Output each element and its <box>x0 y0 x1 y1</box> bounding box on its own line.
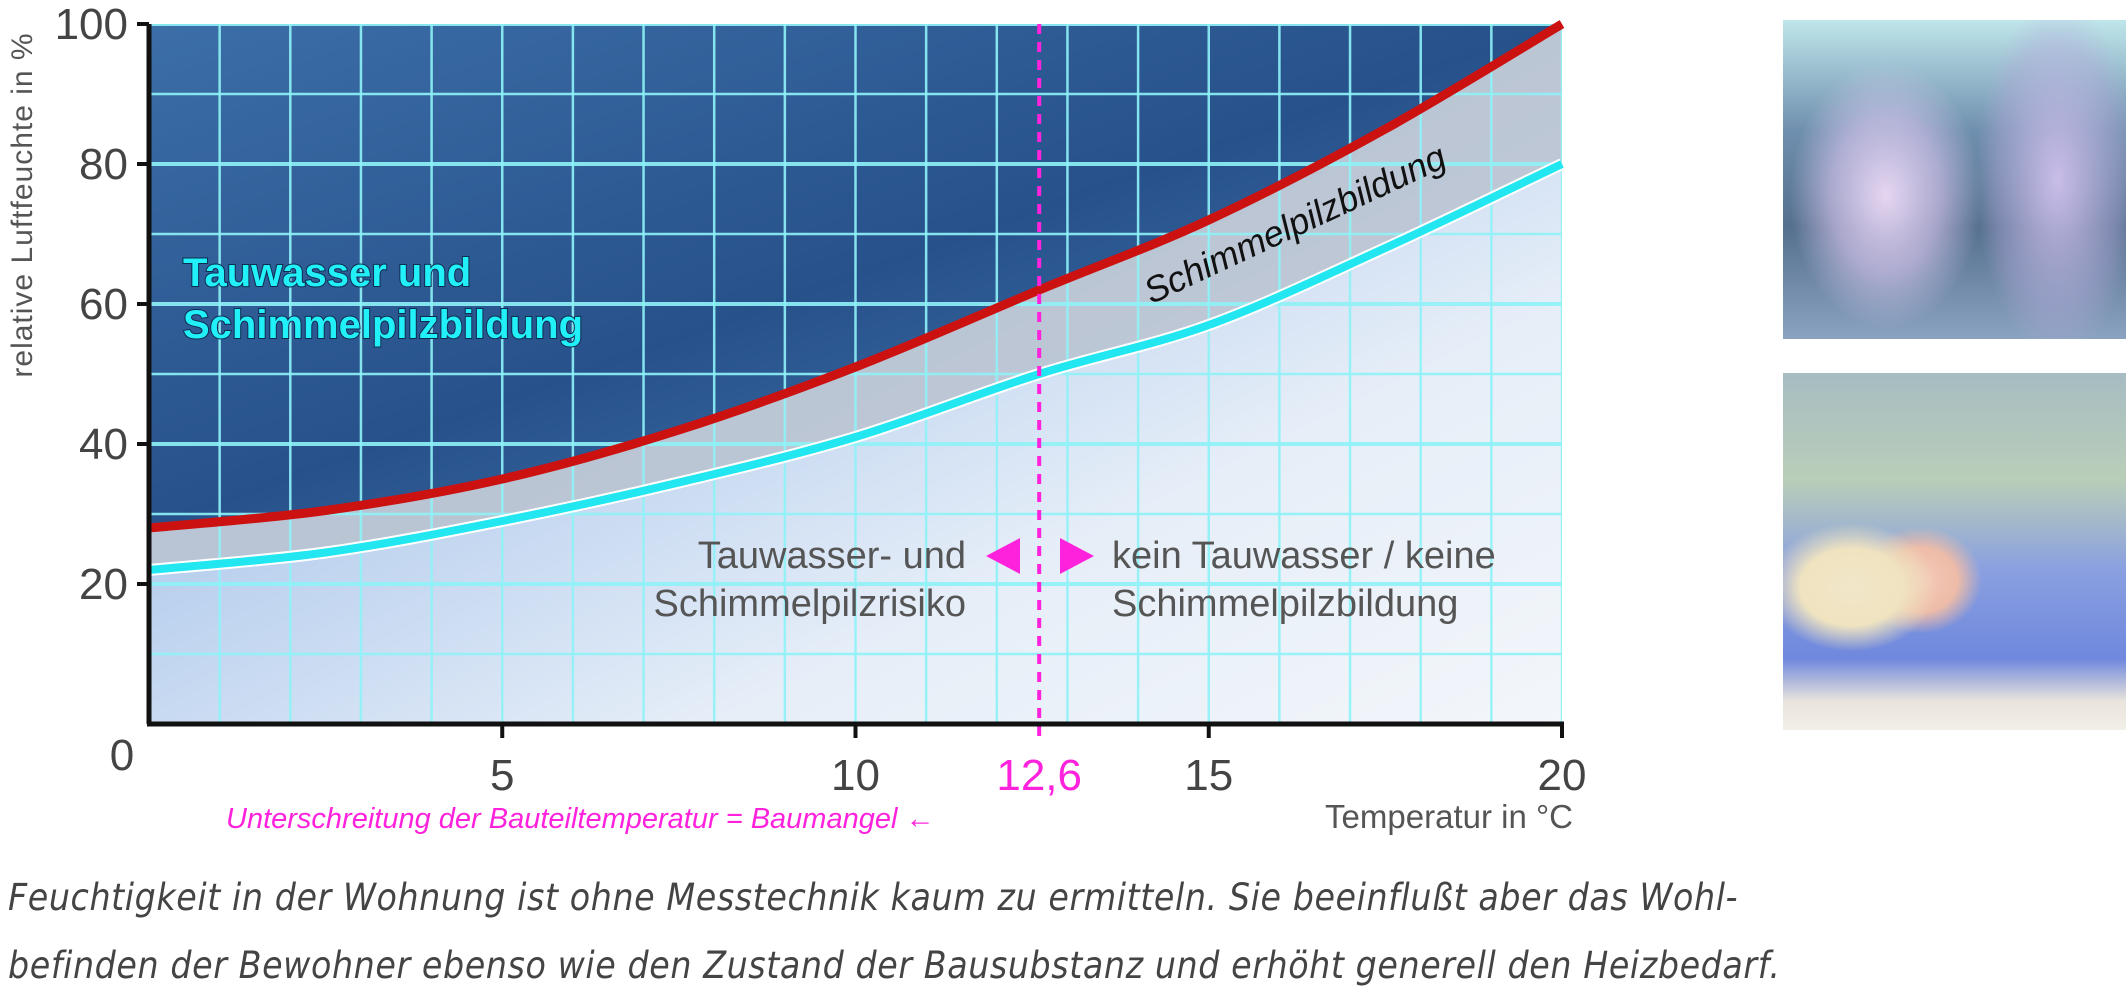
y-tick-100: 100 <box>55 0 128 49</box>
mold-threshold-curve <box>148 20 1565 533</box>
y-tick-80: 80 <box>79 140 128 189</box>
arrow-right-icon <box>1060 538 1094 574</box>
y-tick-60: 60 <box>79 280 128 329</box>
caption-line-1: Feuchtigkeit in der Wohnung ist ohne Mes… <box>8 876 1739 919</box>
x-tick-12-6: 12,6 <box>996 751 1082 800</box>
risk-label-line1: Tauwasser- und <box>698 535 966 577</box>
y-axis-label: relative Luftfeuchte in % <box>6 32 39 377</box>
dew-zone-label-line2: Schimmelpilzbildung <box>183 303 583 347</box>
x-tick-15: 15 <box>1184 751 1233 800</box>
y-tick-20: 20 <box>79 560 128 609</box>
grid <box>149 24 1562 724</box>
dew-zone-label-line1: Tauwasser und <box>183 251 471 295</box>
x-tick-10: 10 <box>831 751 880 800</box>
x-axis-label: Temperatur in °C <box>1325 798 1573 835</box>
x-tick-5: 5 <box>490 751 514 800</box>
risk-label-line2: Schimmelpilzrisiko <box>654 583 967 625</box>
caption-line-2: befinden der Bewohner ebenso wie den Zus… <box>8 944 1781 987</box>
arrow-left-icon <box>986 538 1020 574</box>
y-tick-40: 40 <box>79 420 128 469</box>
x-tick-20: 20 <box>1538 751 1587 800</box>
dew-point-curve <box>148 160 1564 574</box>
humidity-chart: 0 5 10 15 20 12,6 20 40 60 80 100 relati… <box>6 0 1587 835</box>
condensation-window-hand-photo <box>1783 20 2126 339</box>
safe-label-line2: Schimmelpilzbildung <box>1112 583 1458 625</box>
x-tick-0: 0 <box>110 731 134 780</box>
footnote-baumangel: Unterschreitung der Bauteiltemperatur = … <box>226 803 934 835</box>
safe-label-line1: kein Tauwasser / keine <box>1112 535 1496 577</box>
sleeping-woman-photo <box>1783 373 2126 730</box>
